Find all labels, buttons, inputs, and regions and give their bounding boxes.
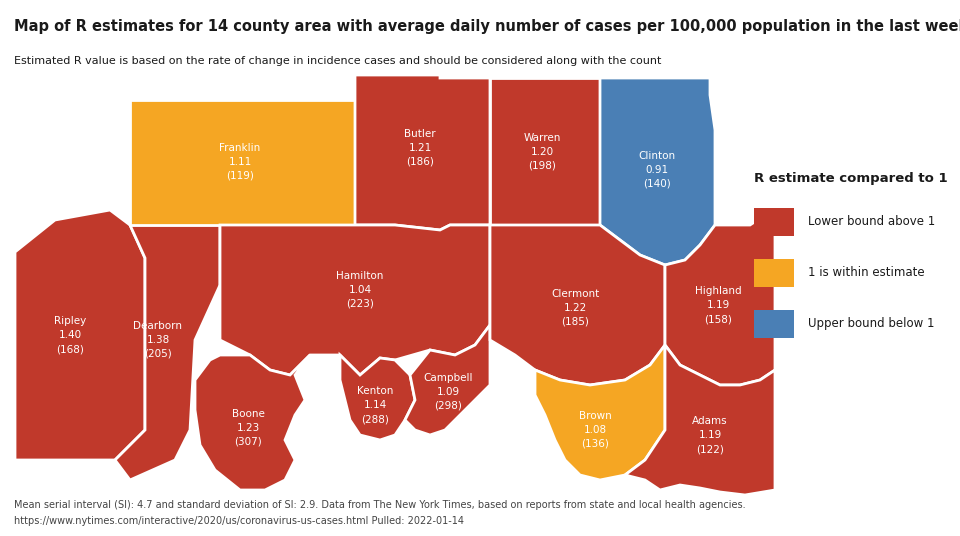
Text: https://www.nytimes.com/interactive/2020/us/coronavirus-us-cases.html Pulled: 20: https://www.nytimes.com/interactive/2020…: [14, 516, 465, 526]
Polygon shape: [220, 225, 490, 375]
Text: Clinton
0.91
(140): Clinton 0.91 (140): [638, 151, 676, 189]
Text: Highland
1.19
(158): Highland 1.19 (158): [695, 286, 741, 324]
Polygon shape: [130, 100, 355, 225]
Polygon shape: [625, 345, 775, 495]
Text: Estimated R value is based on the rate of change in incidence cases and should b: Estimated R value is based on the rate o…: [14, 56, 661, 66]
Text: Dearborn
1.38
(205): Dearborn 1.38 (205): [133, 321, 182, 359]
Polygon shape: [490, 225, 665, 385]
Polygon shape: [535, 345, 665, 480]
Text: Clermont
1.22
(185): Clermont 1.22 (185): [551, 289, 599, 327]
Text: Mean serial interval (SI): 4.7 and standard deviation of SI: 2.9. Data from The : Mean serial interval (SI): 4.7 and stand…: [14, 500, 746, 510]
Text: Ripley
1.40
(168): Ripley 1.40 (168): [54, 316, 86, 354]
Polygon shape: [355, 75, 490, 230]
Text: Campbell
1.09
(298): Campbell 1.09 (298): [423, 373, 472, 411]
Text: 1 is within estimate: 1 is within estimate: [808, 266, 924, 279]
Text: Kenton
1.14
(288): Kenton 1.14 (288): [357, 386, 394, 424]
Polygon shape: [115, 225, 220, 480]
Polygon shape: [15, 210, 145, 460]
Text: Boone
1.23
(307): Boone 1.23 (307): [231, 409, 264, 447]
Text: Map of R estimates for 14 county area with average daily number of cases per 100: Map of R estimates for 14 county area wi…: [14, 19, 960, 34]
Polygon shape: [600, 78, 715, 265]
Polygon shape: [405, 325, 490, 435]
Polygon shape: [340, 355, 415, 440]
Text: Brown
1.08
(136): Brown 1.08 (136): [579, 411, 612, 449]
Text: Adams
1.19
(122): Adams 1.19 (122): [692, 416, 728, 454]
Polygon shape: [490, 78, 600, 225]
Text: R estimate compared to 1: R estimate compared to 1: [754, 172, 948, 184]
Text: Upper bound below 1: Upper bound below 1: [808, 317, 935, 330]
Text: Warren
1.20
(198): Warren 1.20 (198): [523, 133, 561, 171]
Text: Hamilton
1.04
(223): Hamilton 1.04 (223): [336, 271, 384, 309]
Polygon shape: [195, 355, 310, 490]
Text: Franklin
1.11
(119): Franklin 1.11 (119): [220, 143, 260, 181]
Text: Butler
1.21
(186): Butler 1.21 (186): [404, 129, 436, 167]
Text: Lower bound above 1: Lower bound above 1: [808, 215, 936, 228]
Polygon shape: [665, 215, 775, 385]
